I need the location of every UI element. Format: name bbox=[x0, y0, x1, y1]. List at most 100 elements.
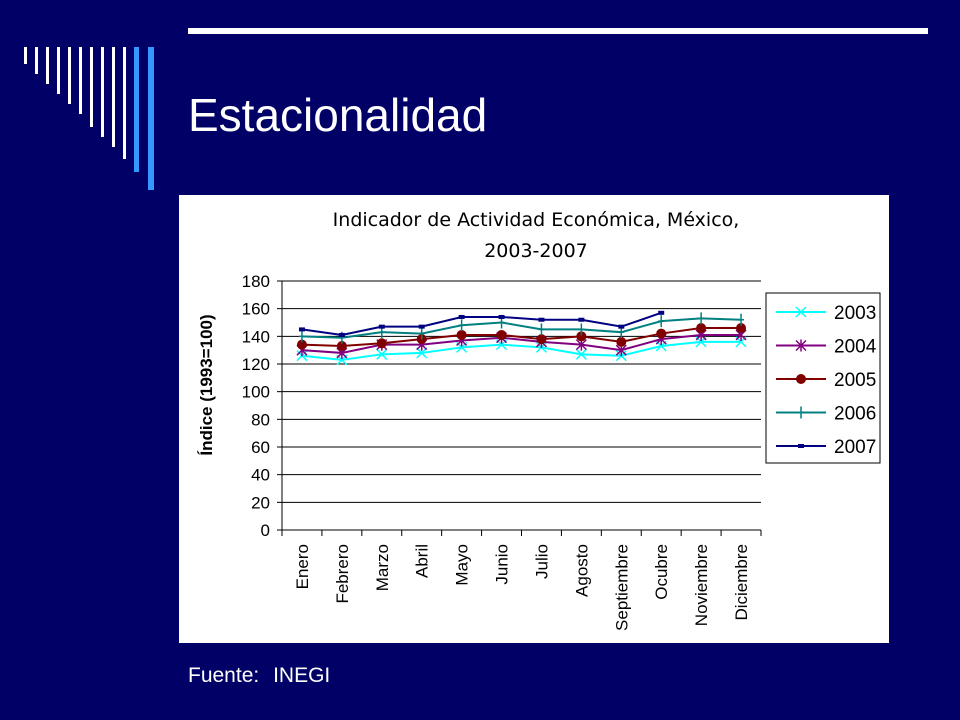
chart-title: Indicador de Actividad Económica, México… bbox=[333, 209, 740, 231]
deco-bar bbox=[148, 47, 154, 190]
marker-dot bbox=[656, 328, 667, 339]
source-note: Fuente: INEGI bbox=[188, 664, 338, 688]
marker-square bbox=[498, 314, 505, 319]
deco-bar bbox=[79, 47, 82, 114]
data-point-2006 bbox=[458, 319, 465, 332]
deco-bar bbox=[68, 47, 71, 104]
legend-marker-2004 bbox=[795, 339, 807, 352]
data-point-2007 bbox=[578, 317, 585, 322]
marker-stroke bbox=[575, 348, 587, 360]
marker-square bbox=[658, 310, 665, 315]
data-point-2005 bbox=[536, 334, 547, 345]
y-tick-label: 100 bbox=[242, 383, 270, 402]
marker-square bbox=[298, 327, 305, 332]
y-axis-label: Índice (1993=100) bbox=[197, 314, 216, 455]
deco-bar bbox=[123, 47, 126, 159]
marker-dot bbox=[456, 329, 467, 340]
data-point-2006 bbox=[418, 327, 425, 340]
marker-square bbox=[418, 324, 425, 329]
legend: 2003 2004 2005 2006 2007 bbox=[765, 292, 881, 464]
x-tick-label: Julio bbox=[532, 544, 551, 579]
series-line-2007 bbox=[301, 311, 662, 336]
data-point-2007 bbox=[658, 310, 665, 315]
deco-bar bbox=[90, 47, 93, 127]
data-point-2007 bbox=[618, 324, 625, 329]
deco-bar bbox=[134, 47, 139, 172]
y-tick-label: 60 bbox=[251, 438, 270, 457]
marker-dot bbox=[496, 329, 507, 340]
y-tick-label: 140 bbox=[242, 327, 270, 346]
legend-label-2006: 2006 bbox=[834, 404, 876, 425]
deco-bar bbox=[46, 47, 49, 84]
series-line-2005 bbox=[301, 327, 742, 348]
data-point-2005 bbox=[696, 323, 707, 334]
deco-bar bbox=[57, 47, 60, 94]
data-point-2007 bbox=[538, 317, 545, 322]
data-point-2003 bbox=[416, 347, 428, 359]
marker-stroke bbox=[795, 306, 807, 318]
series-line-2004 bbox=[301, 333, 742, 354]
x-tick-label: Abril bbox=[413, 544, 432, 578]
y-tick-label: 180 bbox=[242, 272, 270, 291]
data-point-2005 bbox=[456, 329, 467, 340]
data-point-2003 bbox=[376, 348, 388, 360]
data-point-2007 bbox=[498, 314, 505, 319]
data-point-2007 bbox=[378, 324, 385, 329]
marker-stroke bbox=[376, 348, 388, 360]
data-point-2006 bbox=[698, 312, 705, 325]
marker-square bbox=[798, 444, 804, 448]
data-point-2007 bbox=[418, 324, 425, 329]
series-lines bbox=[296, 310, 747, 366]
data-point-2005 bbox=[496, 329, 507, 340]
legend-label-2005: 2005 bbox=[834, 370, 876, 391]
data-point-2006 bbox=[578, 323, 585, 336]
x-tick-label: Noviembre bbox=[692, 544, 711, 626]
x-tick-label: Enero bbox=[293, 544, 312, 589]
marker-dot bbox=[376, 338, 387, 349]
deco-bar bbox=[112, 47, 115, 147]
marker-stroke bbox=[416, 347, 428, 359]
deco-bar bbox=[35, 47, 38, 74]
slide-title: Estacionalidad bbox=[188, 89, 488, 141]
axes: 0 20 40 60 80 100 120 140 160 180 Enero Febrero Marz… bbox=[242, 272, 762, 631]
data-point-2007 bbox=[338, 332, 345, 337]
legend-marker-2005 bbox=[796, 374, 806, 384]
marker-dot bbox=[616, 336, 627, 347]
y-tick-label: 120 bbox=[242, 355, 270, 374]
marker-square bbox=[458, 314, 465, 319]
marker-square bbox=[618, 324, 625, 329]
marker-square bbox=[338, 332, 345, 337]
data-point-2006 bbox=[538, 323, 545, 336]
data-point-2005 bbox=[616, 336, 627, 347]
chart-container: Indicador de Actividad Económica, México… bbox=[179, 195, 889, 643]
data-point-2006 bbox=[738, 313, 745, 326]
legend-label-2003: 2003 bbox=[834, 303, 876, 324]
marker-square bbox=[538, 317, 545, 322]
y-tick-label: 0 bbox=[261, 521, 270, 540]
y-tick-label: 20 bbox=[251, 493, 270, 512]
legend-label-2004: 2004 bbox=[834, 337, 877, 358]
decorative-bars bbox=[24, 28, 928, 190]
legend-marker-2006 bbox=[798, 406, 804, 419]
data-point-2006 bbox=[658, 315, 665, 328]
x-tick-label: Marzo bbox=[373, 544, 392, 591]
x-tick-label: Septiembre bbox=[612, 544, 631, 631]
marker-dot bbox=[696, 323, 707, 334]
series-line-2003 bbox=[301, 340, 742, 361]
marker-square bbox=[378, 324, 385, 329]
series-line-2006 bbox=[301, 317, 742, 339]
top-accent-line bbox=[188, 28, 928, 34]
data-point-2006 bbox=[298, 330, 305, 343]
y-tick-label: 160 bbox=[242, 300, 270, 319]
x-tick-label: Febrero bbox=[333, 544, 352, 604]
x-tick-label: Diciembre bbox=[732, 544, 751, 621]
data-point-2007 bbox=[458, 314, 465, 319]
marker-dot bbox=[796, 374, 806, 384]
marker-square bbox=[578, 317, 585, 322]
deco-bar bbox=[101, 47, 104, 137]
source-label: Fuente: bbox=[188, 664, 260, 687]
marker-dot bbox=[536, 334, 547, 345]
chart-subtitle: 2003-2007 bbox=[484, 240, 588, 262]
data-point-2005 bbox=[656, 328, 667, 339]
x-tick-label: Agosto bbox=[572, 544, 591, 597]
